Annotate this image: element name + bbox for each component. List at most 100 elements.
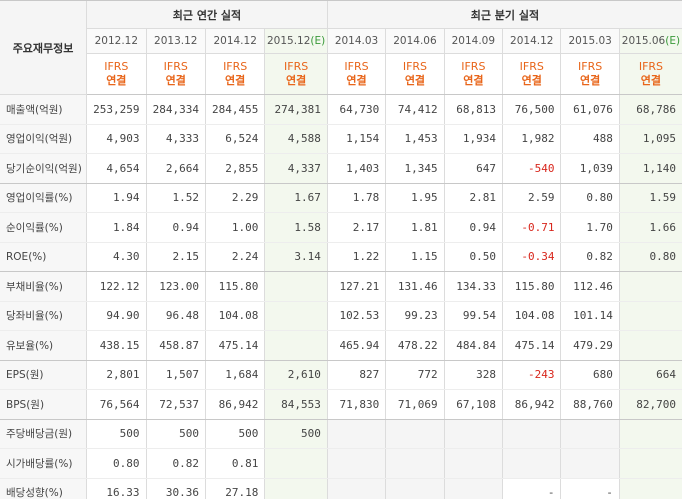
ifrs-label: IFRS xyxy=(104,60,129,73)
quarter-value-cell xyxy=(444,419,504,449)
quarter-value-cell: 71,069 xyxy=(385,389,445,420)
annual-group-header: 최근 연간 실적 xyxy=(86,1,328,29)
quarter-value-cell: -0.71 xyxy=(502,212,562,243)
quarter-value-cell: - xyxy=(502,478,562,499)
quarter-value-cell: 134.33 xyxy=(444,271,504,302)
period-label: 2015.03 xyxy=(568,35,612,47)
annual-value-cell: 4,588 xyxy=(264,124,328,154)
table-row: 주당배당금(원) 500 500 500 500 xyxy=(0,419,682,449)
consolidated-label: 연결 xyxy=(580,74,601,87)
quarter-value-cell: 827 xyxy=(327,360,387,390)
row-label: 배당성향(%) xyxy=(0,478,88,499)
ifrs-label: IFRS xyxy=(163,60,188,73)
annual-value-cell: 500 xyxy=(205,419,266,449)
consolidated-label: 연결 xyxy=(106,74,127,87)
period-header: 2014.12 xyxy=(205,28,266,54)
annual-value-cell: 123.00 xyxy=(146,271,206,302)
accounting-basis-header: IFRS 연결 xyxy=(327,53,387,95)
quarter-value-cell: 1,345 xyxy=(385,153,445,184)
period-header: 2014.12 xyxy=(502,28,562,54)
annual-value-cell: 16.33 xyxy=(86,478,147,499)
period-label: 2014.09 xyxy=(451,35,496,47)
table-row: 영업이익(억원) 4,903 4,333 6,524 4,588 1,154 1,453 1,… xyxy=(0,124,682,154)
consolidated-label: 연결 xyxy=(225,74,246,87)
table-row: 당좌비율(%) 94.90 96.48 104.08 102.53 99.23 99.54 1… xyxy=(0,301,682,331)
annual-value-cell: 284,455 xyxy=(205,94,266,125)
quarter-value-cell: 67,108 xyxy=(444,389,504,420)
ifrs-label: IFRS xyxy=(284,60,309,73)
quarter-value-cell: 1,095 xyxy=(619,124,682,154)
quarter-value-cell: 1,934 xyxy=(444,124,504,154)
quarter-value-cell: 0.80 xyxy=(619,242,682,272)
accounting-basis-header: IFRS 연결 xyxy=(560,53,620,95)
row-label: 당좌비율(%) xyxy=(0,301,88,331)
quarter-value-cell xyxy=(619,301,682,331)
period-header: 2014.09 xyxy=(444,28,504,54)
annual-value-cell xyxy=(264,478,328,499)
estimate-mark: (E) xyxy=(665,35,681,47)
quarter-value-cell: 772 xyxy=(385,360,445,390)
quarter-value-cell: 0.82 xyxy=(560,242,620,272)
row-label: 영업이익(억원) xyxy=(0,124,88,154)
quarter-value-cell: 0.94 xyxy=(444,212,504,243)
annual-value-cell xyxy=(264,271,328,302)
quarter-value-cell xyxy=(619,478,682,499)
annual-value-cell: 2.15 xyxy=(146,242,206,272)
table-row: 영업이익률(%) 1.94 1.52 2.29 1.67 1.78 1.95 2.81 2.59… xyxy=(0,183,682,213)
quarter-value-cell: 1,403 xyxy=(327,153,387,184)
period-header: 2014.06 xyxy=(385,28,445,54)
row-label: 당기순이익(억원) xyxy=(0,153,88,184)
row-label: ROE(%) xyxy=(0,242,88,272)
annual-value-cell xyxy=(264,330,328,361)
quarter-value-cell xyxy=(560,419,620,449)
annual-value-cell: 30.36 xyxy=(146,478,206,499)
table-row: 유보율(%) 438.15 458.87 475.14 465.94 478.22 484.… xyxy=(0,330,682,361)
ifrs-label: IFRS xyxy=(461,60,486,73)
annual-value-cell: 284,334 xyxy=(146,94,206,125)
consolidated-label: 연결 xyxy=(404,74,426,87)
annual-value-cell: 500 xyxy=(86,419,147,449)
ifrs-label: IFRS xyxy=(223,60,248,73)
annual-value-cell: 6,524 xyxy=(205,124,266,154)
annual-value-cell: 458.87 xyxy=(146,330,206,361)
period-header: 2015.03 xyxy=(560,28,620,54)
annual-value-cell: 0.82 xyxy=(146,448,206,479)
annual-value-cell: 1.94 xyxy=(86,183,147,213)
accounting-basis-header: IFRS 연결 xyxy=(385,53,445,95)
annual-value-cell: 4.30 xyxy=(86,242,147,272)
period-header: 2013.12 xyxy=(146,28,206,54)
quarter-value-cell: 1.95 xyxy=(385,183,445,213)
row-label: 유보율(%) xyxy=(0,330,88,361)
quarter-value-cell: 1,140 xyxy=(619,153,682,184)
annual-value-cell: 122.12 xyxy=(86,271,147,302)
quarter-value-cell xyxy=(619,448,682,479)
period-header-estimate: 2015.06(E) xyxy=(619,28,682,54)
estimate-mark: (E) xyxy=(310,35,326,47)
period-label: 2012.12 xyxy=(94,35,139,47)
quarter-value-cell: 680 xyxy=(560,360,620,390)
annual-value-cell: 438.15 xyxy=(86,330,147,361)
annual-value-cell: 86,942 xyxy=(205,389,266,420)
annual-value-cell: 4,333 xyxy=(146,124,206,154)
annual-value-cell: 253,259 xyxy=(86,94,147,125)
period-label: 2013.12 xyxy=(154,35,198,47)
table-row: 배당성향(%) 16.33 30.36 27.18 - - xyxy=(0,478,682,499)
quarter-value-cell: 1.78 xyxy=(327,183,387,213)
quarter-value-cell: 488 xyxy=(560,124,620,154)
quarter-value-cell: 131.46 xyxy=(385,271,445,302)
table-row: 부채비율(%) 122.12 123.00 115.80 127.21 131.46 134… xyxy=(0,271,682,302)
quarter-value-cell: 127.21 xyxy=(327,271,387,302)
table-row: 매출액(억원) 253,259 284,334 284,455 274,381 64,73… xyxy=(0,94,682,125)
quarter-value-cell: 465.94 xyxy=(327,330,387,361)
annual-value-cell: 1.84 xyxy=(86,212,147,243)
quarter-value-cell: 1.22 xyxy=(327,242,387,272)
quarter-value-cell: 2.81 xyxy=(444,183,504,213)
quarter-value-cell: 0.50 xyxy=(444,242,504,272)
period-label: 2014.12 xyxy=(213,35,257,47)
quarter-value-cell xyxy=(385,478,445,499)
quarter-value-cell xyxy=(327,478,387,499)
accounting-basis-header: IFRS 연결 xyxy=(502,53,562,95)
accounting-basis-header: IFRS 연결 xyxy=(444,53,504,95)
accounting-basis-header: IFRS 연결 xyxy=(205,53,266,95)
annual-value-cell: 1,684 xyxy=(205,360,266,390)
